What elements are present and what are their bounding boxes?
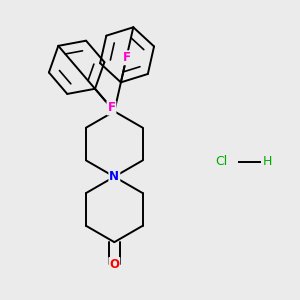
Text: H: H [263,155,272,168]
Text: N: N [109,170,119,183]
Text: Cl: Cl [215,155,228,168]
Text: F: F [122,51,130,64]
Text: F: F [107,101,116,115]
Text: O: O [109,258,119,271]
